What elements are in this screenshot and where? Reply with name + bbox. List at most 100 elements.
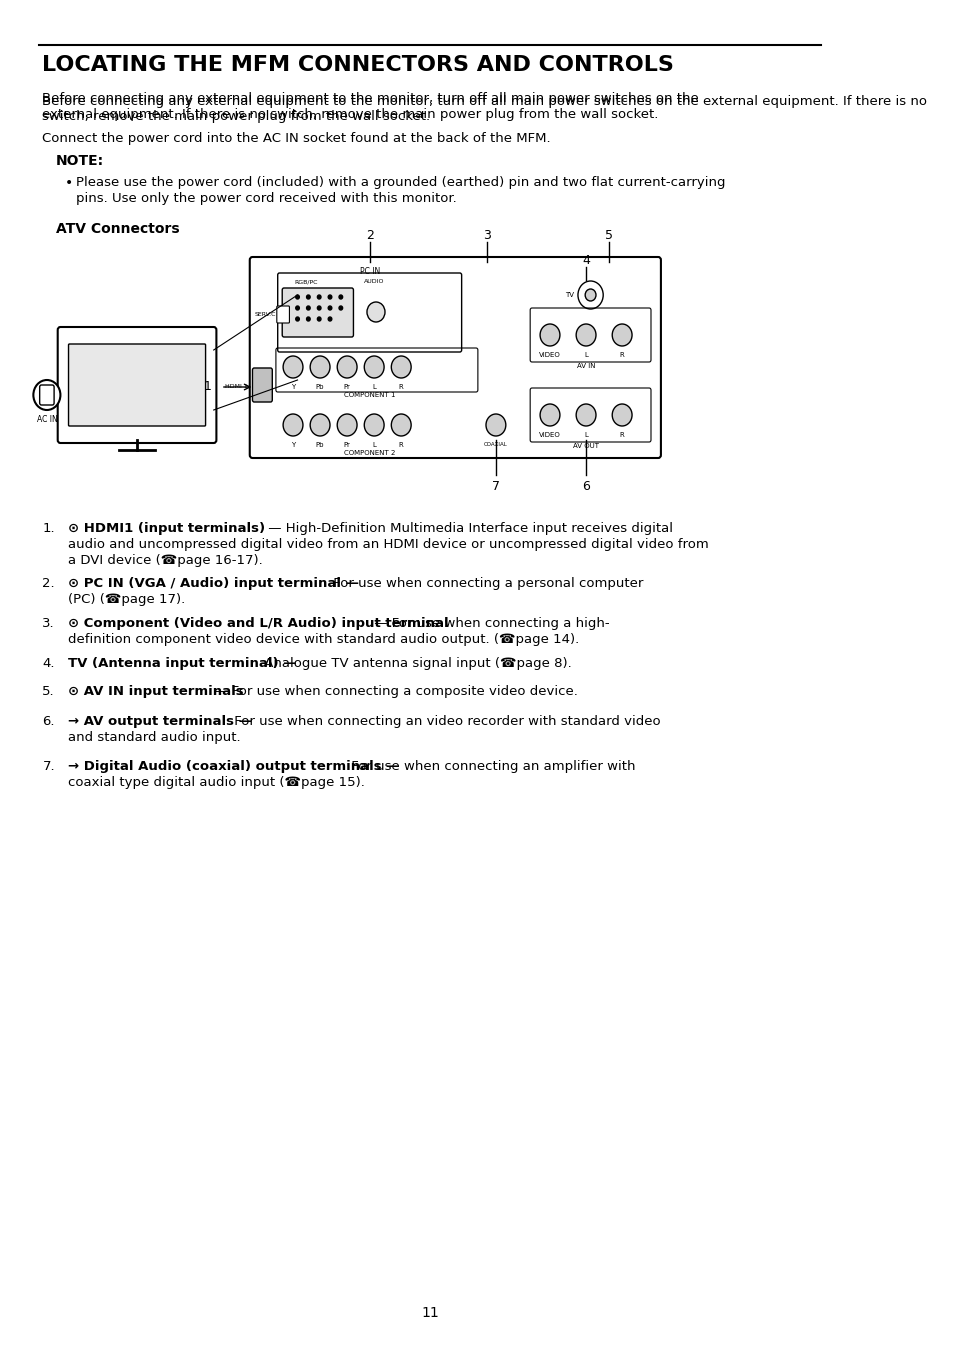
Circle shape: [539, 324, 559, 346]
Text: ⊙ Component (Video and L/R Audio) input terminal: ⊙ Component (Video and L/R Audio) input …: [68, 617, 448, 630]
Circle shape: [306, 317, 310, 321]
Text: ⊙ PC IN (VGA / Audio) input terminal —: ⊙ PC IN (VGA / Audio) input terminal —: [68, 576, 358, 590]
Text: definition component video device with standard audio output. (☎page 14).: definition component video device with s…: [68, 633, 578, 647]
Text: For use when connecting an video recorder with standard video: For use when connecting an video recorde…: [230, 716, 659, 728]
Text: 4: 4: [581, 254, 589, 267]
Circle shape: [336, 414, 356, 436]
Text: Pb: Pb: [315, 441, 324, 448]
Text: Y: Y: [291, 383, 294, 390]
Text: AV OUT: AV OUT: [573, 443, 598, 450]
Text: pins. Use only the power cord received with this monitor.: pins. Use only the power cord received w…: [75, 192, 456, 205]
Circle shape: [578, 281, 602, 309]
Text: and standard audio input.: and standard audio input.: [68, 730, 240, 744]
Text: For use when connecting a personal computer: For use when connecting a personal compu…: [329, 576, 643, 590]
Circle shape: [283, 414, 303, 436]
Text: LOCATING THE MFM CONNECTORS AND CONTROLS: LOCATING THE MFM CONNECTORS AND CONTROLS: [42, 55, 674, 76]
Text: Pb: Pb: [315, 383, 324, 390]
Text: Before connecting any external equipment to the monitor, turn off all main power: Before connecting any external equipment…: [42, 95, 926, 123]
Text: 2.: 2.: [42, 576, 55, 590]
Circle shape: [576, 324, 596, 346]
Circle shape: [310, 356, 330, 378]
Circle shape: [364, 356, 384, 378]
Circle shape: [295, 296, 299, 298]
Text: Pr: Pr: [343, 441, 350, 448]
Text: 6: 6: [581, 481, 589, 493]
Text: L: L: [372, 383, 375, 390]
Circle shape: [338, 296, 342, 298]
Text: COMPONENT 2: COMPONENT 2: [344, 450, 395, 456]
Text: Pr: Pr: [343, 383, 350, 390]
Text: TV (Antenna input terminal) —: TV (Antenna input terminal) —: [68, 657, 296, 670]
Circle shape: [584, 289, 596, 301]
Circle shape: [367, 302, 385, 323]
Text: HDMI 1: HDMI 1: [225, 385, 248, 390]
Circle shape: [364, 414, 384, 436]
Circle shape: [338, 306, 342, 310]
Text: ⊙ HDMI1 (input terminals): ⊙ HDMI1 (input terminals): [68, 522, 265, 535]
Text: PC IN: PC IN: [359, 267, 379, 275]
Text: TV: TV: [565, 292, 574, 298]
Circle shape: [317, 296, 320, 298]
Circle shape: [576, 404, 596, 427]
FancyBboxPatch shape: [69, 344, 205, 427]
Text: (PC) (☎page 17).: (PC) (☎page 17).: [68, 593, 185, 606]
Text: — For use when connecting a composite video device.: — For use when connecting a composite vi…: [210, 684, 578, 698]
Text: VIDEO: VIDEO: [538, 432, 560, 437]
Circle shape: [328, 306, 332, 310]
Text: RGB/PC: RGB/PC: [294, 279, 318, 284]
Circle shape: [328, 317, 332, 321]
FancyBboxPatch shape: [253, 369, 272, 402]
Text: Before connecting any external equipment to the monitor, turn off all main power: Before connecting any external equipment…: [42, 92, 699, 105]
Text: audio and uncompressed digital video from an HDMI device or uncompressed digital: audio and uncompressed digital video fro…: [68, 539, 708, 551]
Circle shape: [283, 356, 303, 378]
Text: SERV.C: SERV.C: [254, 312, 275, 317]
Text: R: R: [619, 432, 624, 437]
Text: VIDEO: VIDEO: [538, 352, 560, 358]
Circle shape: [539, 404, 559, 427]
FancyBboxPatch shape: [57, 327, 216, 443]
Circle shape: [317, 306, 320, 310]
Text: external equipment. If there is no switch, remove the main power plug from the w: external equipment. If there is no switc…: [42, 108, 659, 122]
Text: 4.: 4.: [42, 657, 55, 670]
Circle shape: [310, 414, 330, 436]
Circle shape: [612, 404, 632, 427]
Text: 1: 1: [203, 381, 212, 393]
Text: → Digital Audio (coaxial) output terminals —: → Digital Audio (coaxial) output termina…: [68, 760, 398, 774]
Circle shape: [485, 414, 505, 436]
Circle shape: [391, 414, 411, 436]
Circle shape: [306, 306, 310, 310]
Text: 11: 11: [421, 1305, 438, 1320]
Text: 1.: 1.: [42, 522, 55, 535]
Circle shape: [295, 306, 299, 310]
Text: 7: 7: [492, 481, 499, 493]
Text: a DVI device (☎page 16-17).: a DVI device (☎page 16-17).: [68, 554, 262, 567]
Text: Connect the power cord into the AC IN socket found at the back of the MFM.: Connect the power cord into the AC IN so…: [42, 132, 551, 144]
Text: •: •: [65, 176, 73, 190]
Circle shape: [336, 356, 356, 378]
Text: R: R: [619, 352, 624, 358]
Circle shape: [306, 296, 310, 298]
Text: L: L: [583, 432, 587, 437]
FancyBboxPatch shape: [277, 273, 461, 352]
Circle shape: [612, 324, 632, 346]
Text: 6.: 6.: [42, 716, 55, 728]
Text: Analogue TV antenna signal input (☎page 8).: Analogue TV antenna signal input (☎page …: [259, 657, 571, 670]
Text: 3: 3: [482, 230, 490, 242]
Text: 5: 5: [604, 230, 612, 242]
Text: Y: Y: [291, 441, 294, 448]
Text: ATV Connectors: ATV Connectors: [56, 221, 179, 236]
Circle shape: [328, 296, 332, 298]
Text: NOTE:: NOTE:: [56, 154, 104, 167]
Circle shape: [317, 317, 320, 321]
Circle shape: [33, 379, 60, 410]
Text: → AV output terminals —: → AV output terminals —: [68, 716, 252, 728]
FancyBboxPatch shape: [282, 288, 353, 338]
Text: For use when connecting an amplifier with: For use when connecting an amplifier wit…: [347, 760, 635, 774]
Circle shape: [295, 317, 299, 321]
Text: COAXIAL: COAXIAL: [483, 441, 507, 447]
Text: 3.: 3.: [42, 617, 55, 630]
Text: COMPONENT 1: COMPONENT 1: [344, 392, 395, 398]
Text: 7.: 7.: [42, 760, 55, 774]
Text: 5.: 5.: [42, 684, 55, 698]
FancyBboxPatch shape: [40, 385, 54, 405]
